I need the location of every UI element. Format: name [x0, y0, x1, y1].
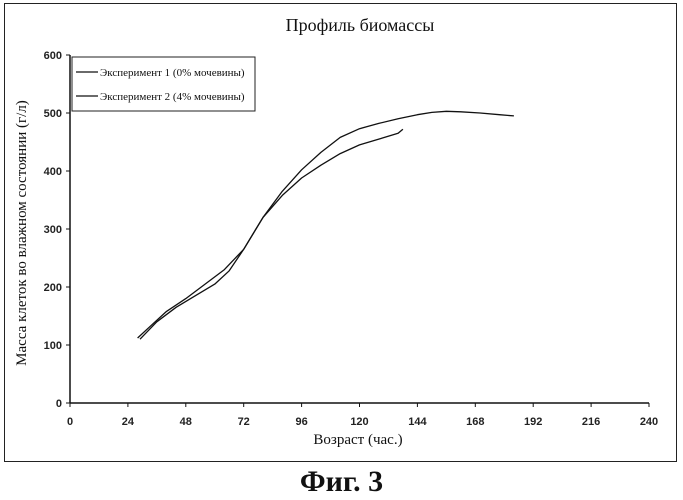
x-tick-label: 216	[582, 416, 600, 428]
x-tick-label: 24	[122, 416, 135, 428]
chart-title: Профиль биомассы	[286, 15, 435, 35]
y-ticks: 0 100 200 300 400 500 600	[44, 50, 70, 410]
figure-caption: Фиг. 3	[0, 465, 683, 499]
y-tick-label: 400	[44, 166, 62, 178]
chart-svg: Профиль биомассы 0 100 200 300 400 500 600 0 24…	[0, 0, 683, 465]
x-tick-label: 120	[350, 416, 368, 428]
y-tick-label: 500	[44, 108, 62, 120]
x-tick-label: 192	[524, 416, 542, 428]
y-tick-label: 200	[44, 282, 62, 294]
x-tick-label: 96	[295, 416, 307, 428]
x-tick-label: 240	[640, 416, 658, 428]
x-tick-label: 0	[67, 416, 73, 428]
y-tick-label: 300	[44, 224, 62, 236]
series-line-1	[140, 111, 514, 339]
y-tick-label: 100	[44, 340, 62, 352]
legend-label-2: Эксперимент 2 (4% мочевины)	[100, 91, 245, 103]
y-tick-label: 600	[44, 50, 62, 62]
x-axis-label: Возраст (час.)	[313, 432, 402, 448]
series-lines	[138, 111, 514, 339]
x-tick-label: 168	[466, 416, 484, 428]
y-axis-label: Масса клеток во влажном состоянии (г/л)	[14, 100, 30, 366]
legend: Эксперимент 1 (0% мочевины) Эксперимент …	[72, 57, 255, 111]
x-tick-label: 144	[408, 416, 427, 428]
y-tick-label: 0	[56, 398, 62, 410]
legend-label-1: Эксперимент 1 (0% мочевины)	[100, 67, 245, 79]
x-tick-label: 72	[238, 416, 250, 428]
x-tick-label: 48	[180, 416, 192, 428]
x-ticks: 0 24 48 72 96 120 144 168 192 216 240	[67, 403, 658, 428]
